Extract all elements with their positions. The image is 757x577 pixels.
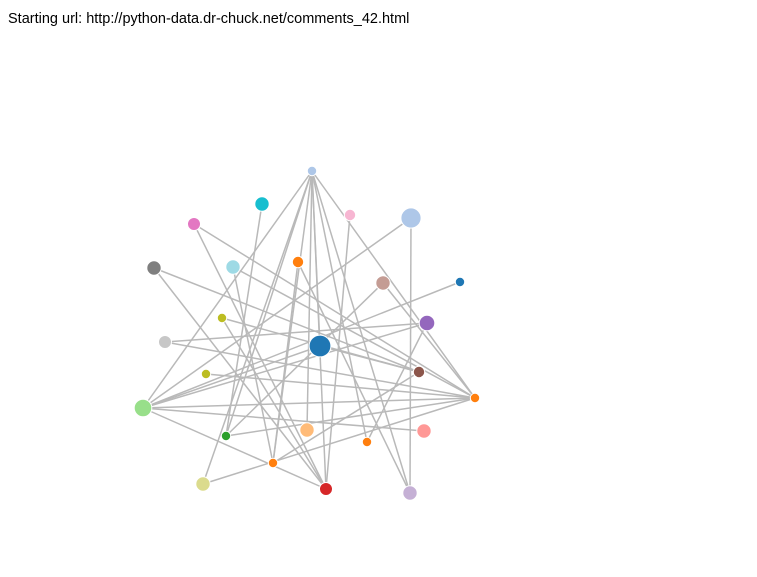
graph-node[interactable] [267,457,279,469]
graph-node[interactable] [133,398,153,418]
graph-node[interactable] [343,208,357,222]
graph-node[interactable] [400,207,422,229]
graph-edge [306,170,313,431]
graph-node[interactable] [308,334,332,358]
graph-node[interactable] [402,485,418,501]
graph-node[interactable] [225,259,241,275]
graph-edge [272,371,420,464]
graph-node[interactable] [146,260,162,276]
graph-edge [142,322,428,409]
graph-node[interactable] [306,165,318,177]
graph-edge [142,281,461,409]
graph-node[interactable] [291,255,305,269]
graph-edge [193,223,327,490]
graph-edge [142,217,412,409]
graph-edge [202,397,476,485]
graph-edge [319,345,420,373]
starting-url-label: Starting url: [8,11,83,27]
graph-edge [272,261,299,464]
graph-edge [153,267,420,373]
graph-node[interactable] [216,312,228,324]
graph-edges [142,170,476,494]
graph-edge [225,170,313,437]
graph-node[interactable] [187,217,201,231]
graph-node[interactable] [454,276,466,288]
graph-edge [205,373,476,399]
graph-edge [297,261,411,494]
graph-node[interactable] [361,436,373,448]
graph-node[interactable] [319,482,333,496]
starting-url-line: Starting url: http://python-data.dr-chuc… [8,9,409,29]
graph-node[interactable] [469,392,481,404]
starting-url-value: http://python-data.dr-chuck.net/comments… [86,11,410,27]
graph-edge [382,282,476,399]
graph-node[interactable] [220,430,232,442]
graph-node[interactable] [158,335,172,349]
graph-edge [164,322,428,343]
graph-nodes [133,165,481,501]
graph-node[interactable] [412,365,426,379]
graph-node[interactable] [200,368,212,380]
graph-node[interactable] [195,476,211,492]
graph-edge [225,397,476,437]
graph-edge [164,341,476,399]
graph-edge [193,223,476,399]
graph-edge [311,170,321,347]
graph-edge [142,170,313,409]
graph-edge [311,170,476,399]
graph-edge [142,397,476,409]
graph-node[interactable] [375,275,391,291]
graph-node[interactable] [299,422,315,438]
graph-edge [311,170,411,494]
graph-edge [311,170,368,443]
graph-node[interactable] [416,423,432,439]
graph-edge [366,322,428,443]
graph-node[interactable] [418,314,436,332]
graph-edge [142,407,425,432]
graph-edge [232,266,476,399]
graph-node[interactable] [254,196,270,212]
graph-edge [142,407,327,490]
